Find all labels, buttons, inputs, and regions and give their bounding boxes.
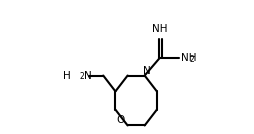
Text: 2: 2 xyxy=(80,72,84,81)
Text: NH: NH xyxy=(152,24,167,34)
Text: N: N xyxy=(143,66,151,76)
Text: N: N xyxy=(84,70,91,81)
Text: O: O xyxy=(117,116,125,125)
Text: 2: 2 xyxy=(189,55,194,64)
Text: H: H xyxy=(62,70,70,81)
Text: NH: NH xyxy=(181,53,197,64)
